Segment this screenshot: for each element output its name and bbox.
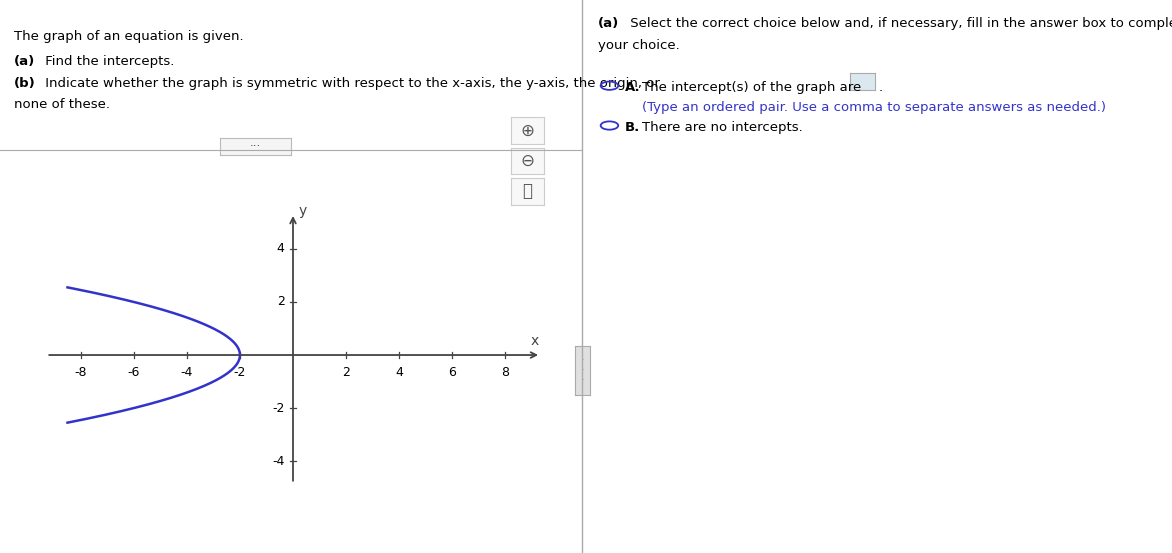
Text: 8: 8 [502,366,509,379]
Text: -2: -2 [233,366,246,379]
Text: ⊖: ⊖ [520,152,534,170]
Text: (b): (b) [14,77,36,91]
Text: The intercept(s) of the graph are: The intercept(s) of the graph are [642,81,861,95]
Text: -2: -2 [272,401,285,415]
Text: ⧉: ⧉ [523,182,532,200]
Text: none of these.: none of these. [14,98,110,112]
Text: 4: 4 [277,242,285,255]
Text: The graph of an equation is given.: The graph of an equation is given. [14,30,244,44]
Text: Indicate whether the graph is symmetric with respect to the x-axis, the y-axis, : Indicate whether the graph is symmetric … [41,77,660,91]
Text: 4: 4 [395,366,403,379]
Text: 2: 2 [277,295,285,309]
Text: (a): (a) [14,55,35,69]
Text: ⊕: ⊕ [520,122,534,139]
Text: Select the correct choice below and, if necessary, fill in the answer box to com: Select the correct choice below and, if … [626,17,1172,30]
Text: Find the intercepts.: Find the intercepts. [41,55,175,69]
Text: -6: -6 [128,366,139,379]
Text: y: y [299,204,307,218]
Text: .: . [879,81,884,95]
Text: ·: · [580,356,585,366]
Text: 2: 2 [342,366,350,379]
Text: (Type an ordered pair. Use a comma to separate answers as needed.): (Type an ordered pair. Use a comma to se… [642,101,1106,114]
Text: -4: -4 [272,455,285,468]
Text: 6: 6 [448,366,456,379]
Text: -4: -4 [180,366,193,379]
Text: A.: A. [625,81,640,95]
Text: B.: B. [625,121,640,134]
Text: (a): (a) [598,17,619,30]
Text: -8: -8 [75,366,87,379]
Text: ·: · [580,375,585,385]
Text: your choice.: your choice. [598,39,680,52]
Text: ···: ··· [250,140,261,153]
Text: ·: · [580,366,585,375]
Text: x: x [531,334,539,348]
Text: There are no intercepts.: There are no intercepts. [642,121,803,134]
